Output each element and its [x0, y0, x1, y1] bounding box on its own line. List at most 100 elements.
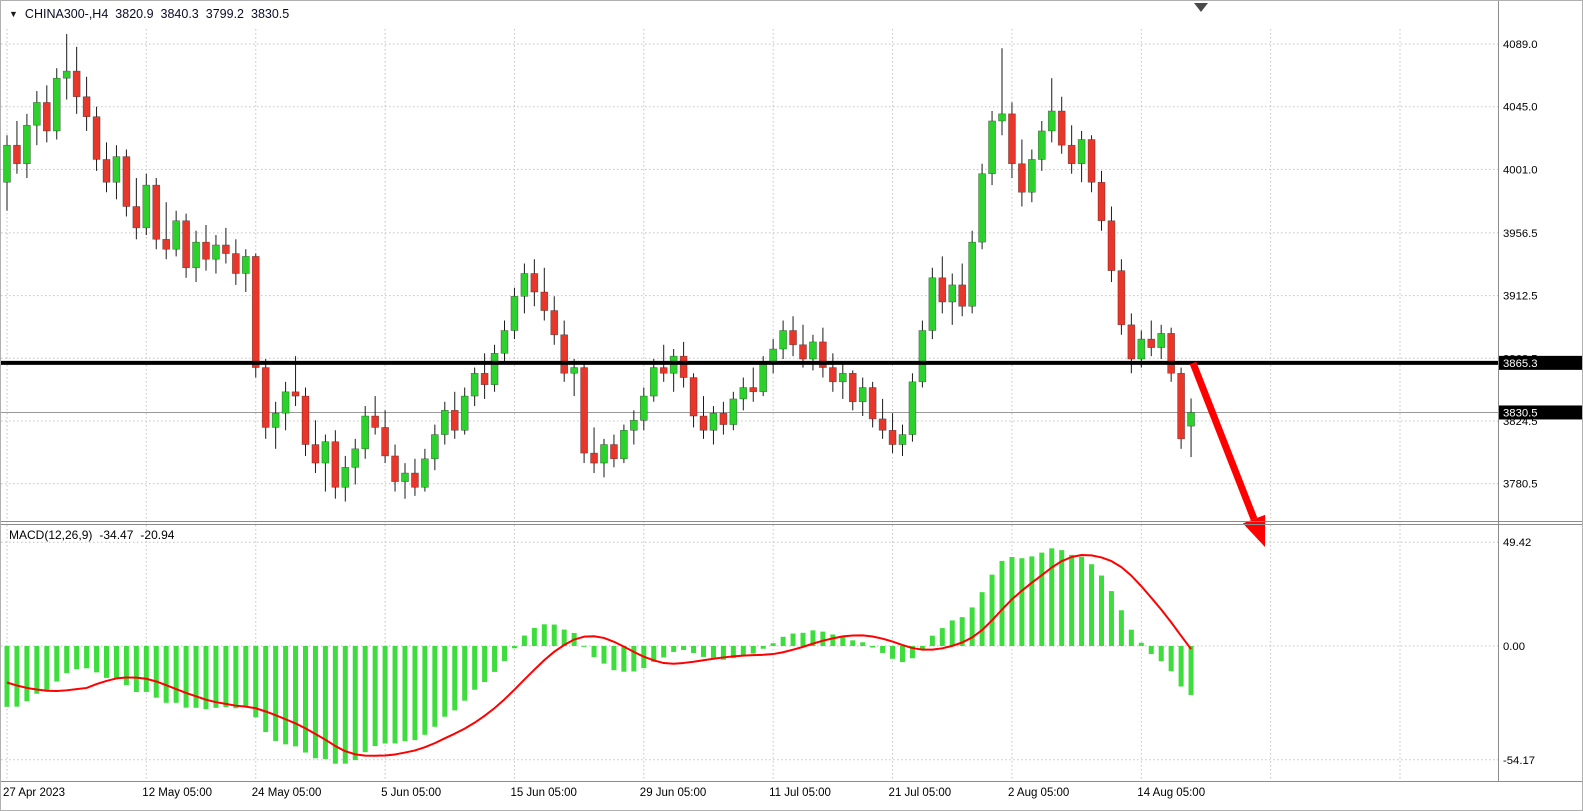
macd-histogram-bar: [730, 646, 736, 659]
horizontal-line-object[interactable]: [1, 360, 1498, 365]
macd-histogram-bar: [561, 629, 567, 646]
macd-histogram-bar: [283, 646, 289, 745]
candle-body: [600, 444, 608, 464]
trend-arrow[interactable]: [1189, 361, 1266, 547]
candle-body: [152, 184, 161, 240]
macd-histogram-bar: [929, 635, 935, 646]
candle: [878, 398, 887, 439]
candle-body: [938, 277, 947, 303]
candle-body: [848, 372, 857, 403]
candle-body: [500, 330, 509, 354]
candle-body: [361, 415, 370, 450]
macd-histogram-bar: [720, 646, 726, 660]
macd-histogram-bar: [840, 635, 846, 646]
candle: [1167, 327, 1175, 382]
macd-histogram-bar: [293, 646, 299, 747]
macd-histogram-bar: [750, 646, 756, 654]
candle: [819, 327, 827, 378]
macd-histogram-bar: [1128, 629, 1134, 646]
candle: [391, 444, 399, 492]
price-axis-tick-label: 3956.5: [1503, 228, 1538, 240]
pane-separator[interactable]: [1, 521, 1583, 525]
candle-body: [749, 387, 758, 393]
macd-histogram: [4, 548, 1194, 764]
candle: [988, 110, 996, 186]
candle-body: [251, 256, 260, 368]
macd-histogram-bar: [1158, 646, 1164, 662]
candle: [92, 106, 101, 171]
price-tag-box: [1499, 405, 1582, 420]
time-axis-tick-label: 2 Aug 05:00: [1008, 787, 1069, 799]
macd-histogram-bar: [84, 646, 90, 669]
candle: [749, 367, 758, 402]
time-axis-tick-label: 24 May 05:00: [252, 787, 322, 799]
time-axis[interactable]: [1, 782, 1583, 811]
macd-histogram-bar: [322, 646, 328, 760]
candle-body: [371, 415, 379, 428]
macd-histogram-bar: [1069, 554, 1075, 646]
candle: [222, 227, 230, 264]
macd-histogram-bar: [1138, 642, 1144, 646]
candle: [1187, 398, 1195, 458]
candle-body: [470, 372, 479, 397]
main-chart-plot-area[interactable]: [1, 1, 1498, 521]
candle-body: [401, 472, 409, 482]
candle: [301, 387, 310, 456]
candle: [779, 320, 787, 360]
candle: [500, 320, 509, 364]
candle: [33, 91, 41, 146]
candle: [411, 458, 419, 496]
candle-body: [729, 398, 738, 425]
candle-body: [33, 102, 41, 126]
candle-body: [978, 173, 986, 243]
candle-body: [92, 116, 101, 160]
price-axis-tick-label: 4089.0: [1503, 39, 1538, 51]
price-tag-box: [1499, 355, 1582, 370]
candle-body: [1077, 139, 1086, 165]
trend-arrow-head[interactable]: [1242, 514, 1266, 547]
candle: [649, 359, 658, 402]
macd-histogram-bar: [511, 646, 517, 649]
candle: [281, 381, 290, 431]
price-axis[interactable]: [1499, 1, 1583, 781]
chart-dropdown-icon[interactable]: ▼: [9, 9, 18, 19]
macd-histogram-bar: [123, 646, 129, 686]
candle-body: [23, 124, 31, 165]
candle-body: [112, 156, 121, 183]
candle-body: [182, 220, 190, 269]
candle: [1067, 125, 1076, 174]
macd-histogram-bar: [810, 630, 816, 646]
candle: [1177, 367, 1185, 449]
trend-arrow-shaft[interactable]: [1189, 361, 1258, 521]
candle: [321, 434, 330, 492]
candle: [998, 48, 1006, 136]
macd-histogram-bar: [273, 646, 279, 741]
candle: [122, 149, 131, 217]
candle: [431, 424, 439, 471]
candle: [858, 377, 867, 417]
candle: [978, 163, 986, 250]
macd-pane-plot-area[interactable]: [1, 525, 1498, 781]
macd-histogram-bar: [183, 646, 189, 708]
macd-histogram-bar: [681, 646, 687, 651]
candle: [72, 46, 81, 114]
macd-histogram-bar: [372, 646, 378, 747]
candle-body: [789, 330, 797, 346]
candle: [251, 253, 260, 378]
candle: [1077, 130, 1086, 183]
chart-shift-marker-icon[interactable]: [1194, 3, 1208, 12]
candle: [550, 296, 559, 345]
candle-body: [998, 113, 1006, 122]
candle: [868, 381, 877, 428]
candle-body: [281, 391, 290, 414]
candle: [401, 463, 409, 499]
macd-histogram-bar: [143, 646, 149, 692]
candle-body: [759, 362, 768, 393]
candle: [1097, 170, 1106, 231]
candle-body: [62, 70, 71, 79]
symbol-period-label: CHINA300-,H4: [24, 7, 109, 21]
candle: [530, 259, 539, 307]
candle: [729, 391, 738, 431]
